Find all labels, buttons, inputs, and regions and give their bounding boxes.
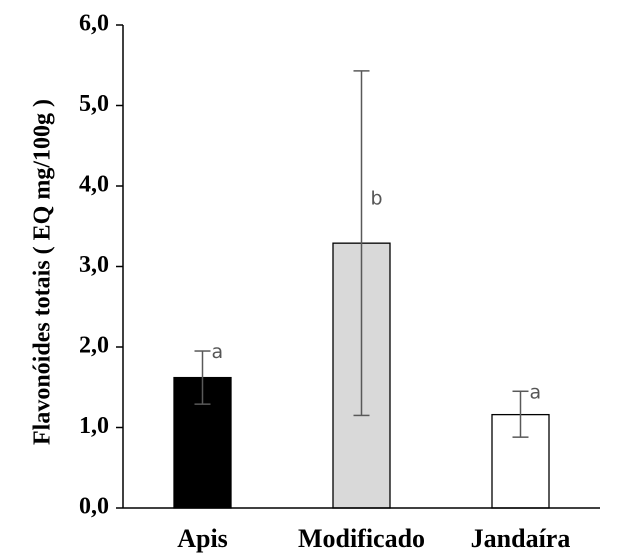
x-category-label-modificado: Modificado bbox=[298, 524, 425, 553]
x-category-label-jandaíra: Jandaíra bbox=[471, 524, 571, 553]
significance-labels: a b a bbox=[212, 187, 542, 403]
significance-label-jandaíra: a bbox=[530, 381, 542, 403]
x-category-label-apis: Apis bbox=[177, 524, 228, 553]
error-bar-apis bbox=[194, 350, 211, 405]
y-tick-label: 5,0 bbox=[79, 91, 109, 117]
y-axis: 0,0 1,0 2,0 3,0 4,0 5,0 6,0 bbox=[79, 11, 124, 520]
y-tick-label: 0,0 bbox=[79, 494, 109, 520]
significance-label-modificado: b bbox=[371, 187, 383, 209]
error-bars bbox=[194, 70, 529, 438]
y-axis-title: Flavonóides totais ( EQ mg/100g ) bbox=[30, 99, 56, 445]
y-tick-label: 4,0 bbox=[79, 172, 109, 198]
x-axis: Apis Modificado Jandaíra bbox=[123, 507, 600, 553]
y-tick-label: 2,0 bbox=[79, 333, 109, 359]
y-tick-label: 3,0 bbox=[79, 252, 109, 278]
y-tick-label: 6,0 bbox=[79, 11, 109, 37]
error-bar-jandaíra bbox=[512, 390, 529, 438]
y-tick-label: 1,0 bbox=[79, 413, 109, 439]
significance-label-apis: a bbox=[212, 341, 224, 363]
error-bar-modificado bbox=[353, 70, 370, 417]
